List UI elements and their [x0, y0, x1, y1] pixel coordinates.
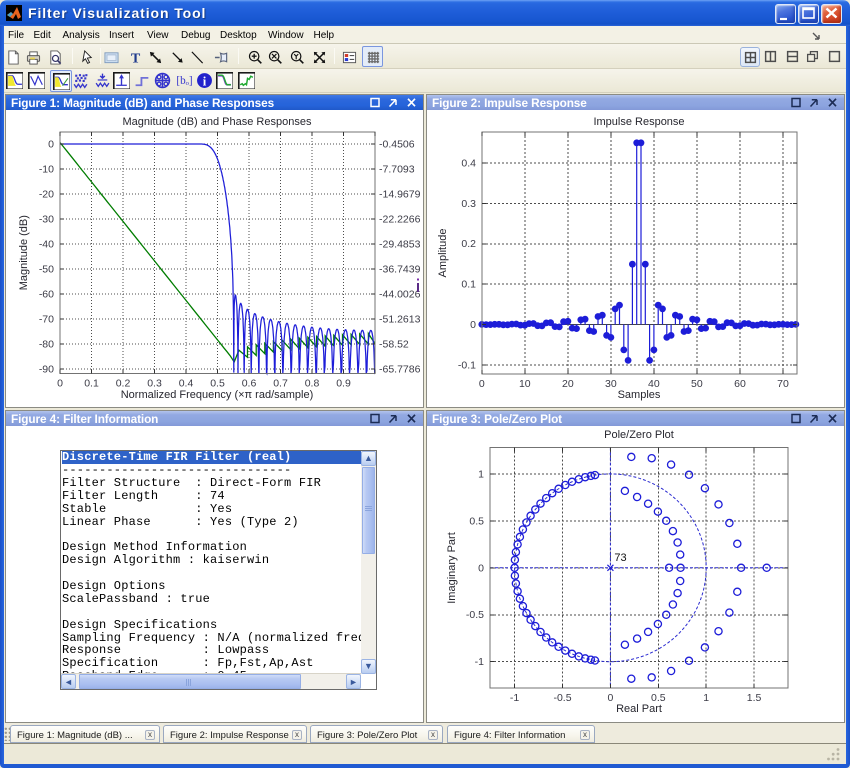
svg-text:0.4: 0.4 — [461, 158, 476, 170]
svg-text:0: 0 — [48, 139, 54, 151]
svg-text:-0.5: -0.5 — [553, 692, 571, 704]
svg-text:1.5: 1.5 — [747, 692, 762, 704]
svg-text:Magnitude (dB) and Phase Respo: Magnitude (dB) and Phase Responses — [123, 116, 312, 128]
svg-text:0.4: 0.4 — [179, 378, 194, 390]
svg-text:-10: -10 — [39, 164, 54, 176]
svg-text:Impulse Response: Impulse Response — [593, 116, 684, 128]
svg-text:40: 40 — [648, 378, 660, 390]
svg-text:30: 30 — [605, 378, 617, 390]
svg-text:0.7: 0.7 — [273, 378, 288, 390]
svg-text:0: 0 — [470, 319, 476, 331]
svg-text:Real Part: Real Part — [616, 703, 662, 715]
svg-text:-44.0026: -44.0026 — [379, 289, 421, 301]
svg-text:-65.7786: -65.7786 — [379, 364, 421, 376]
svg-text:-58.52: -58.52 — [379, 339, 409, 351]
svg-text:0.6: 0.6 — [242, 378, 257, 390]
svg-text:0.9: 0.9 — [336, 378, 351, 390]
svg-text:10: 10 — [519, 378, 531, 390]
svg-text:Pole/Zero Plot: Pole/Zero Plot — [604, 429, 674, 441]
svg-text:0.8: 0.8 — [305, 378, 320, 390]
svg-text:-0.4506: -0.4506 — [379, 139, 415, 151]
svg-text:-20: -20 — [39, 189, 54, 201]
svg-text:-1: -1 — [475, 656, 484, 668]
svg-text:-50: -50 — [39, 264, 54, 276]
svg-text:20: 20 — [562, 378, 574, 390]
svg-text:-1: -1 — [510, 692, 519, 704]
svg-text:Samples: Samples — [618, 389, 661, 401]
svg-text:0: 0 — [479, 378, 485, 390]
svg-text:-22.2266: -22.2266 — [379, 214, 421, 226]
svg-text:-80: -80 — [39, 339, 54, 351]
svg-text:-36.7439: -36.7439 — [379, 264, 421, 276]
svg-text:Imaginary Part: Imaginary Part — [446, 532, 458, 604]
svg-text:i: i — [203, 74, 207, 88]
svg-text:0: 0 — [478, 562, 484, 574]
svg-text:-60: -60 — [39, 289, 54, 301]
svg-text:[bₒ]: [bₒ] — [176, 75, 192, 87]
svg-text:0.3: 0.3 — [461, 198, 476, 210]
svg-text:-14.9679: -14.9679 — [379, 189, 421, 201]
svg-text:-70: -70 — [39, 314, 54, 326]
svg-text:-7.7093: -7.7093 — [379, 164, 415, 176]
svg-text:-90: -90 — [39, 364, 54, 376]
svg-text:1: 1 — [703, 692, 709, 704]
svg-text:60: 60 — [734, 378, 746, 390]
svg-text:-40: -40 — [39, 239, 54, 251]
svg-text:0: 0 — [607, 692, 613, 704]
svg-text:-29.4853: -29.4853 — [379, 239, 421, 251]
svg-text:T: T — [131, 51, 141, 65]
svg-text:0.2: 0.2 — [461, 238, 476, 250]
svg-text:Magnitude (dB): Magnitude (dB) — [18, 215, 30, 290]
svg-text:-51.2613: -51.2613 — [379, 314, 421, 326]
svg-text:50: 50 — [691, 378, 703, 390]
svg-text:0: 0 — [57, 378, 63, 390]
svg-text:70: 70 — [777, 378, 789, 390]
svg-text:0.5: 0.5 — [210, 378, 225, 390]
svg-text:1: 1 — [478, 468, 484, 480]
svg-text:0.5: 0.5 — [651, 692, 666, 704]
svg-text:0.3: 0.3 — [147, 378, 162, 390]
svg-text:73: 73 — [614, 552, 626, 564]
svg-text:Normalized Frequency (×π rad/s: Normalized Frequency (×π rad/sample) — [121, 389, 314, 401]
svg-text:-0.5: -0.5 — [466, 609, 484, 621]
svg-text:0.5: 0.5 — [469, 515, 484, 527]
svg-text:0.1: 0.1 — [461, 279, 476, 291]
svg-text:-30: -30 — [39, 214, 54, 226]
svg-text:Amplitude: Amplitude — [437, 229, 449, 278]
svg-text:0.2: 0.2 — [116, 378, 131, 390]
svg-text:-0.1: -0.1 — [458, 359, 476, 371]
svg-text:0.1: 0.1 — [84, 378, 99, 390]
